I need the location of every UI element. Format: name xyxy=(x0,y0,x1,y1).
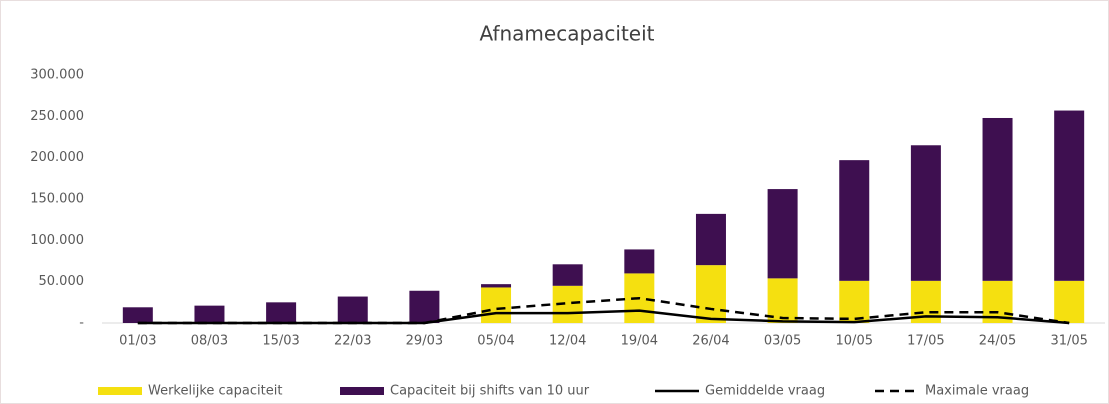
bar xyxy=(481,287,512,323)
x-tick-label: 10/05 xyxy=(836,334,873,349)
line-series xyxy=(137,296,1070,325)
y-tick-label: 50.000 xyxy=(39,274,85,289)
bar xyxy=(1054,280,1085,323)
bar xyxy=(122,307,153,323)
bar xyxy=(695,213,726,266)
x-tick-label: 19/04 xyxy=(621,334,658,349)
bar xyxy=(481,284,512,288)
bar xyxy=(839,280,870,323)
bar xyxy=(982,117,1013,281)
x-tick-label: 29/03 xyxy=(406,334,443,349)
x-tick-label: 01/03 xyxy=(119,334,156,349)
legend-swatch xyxy=(340,387,384,395)
bar xyxy=(194,305,225,323)
x-tick-label: 17/05 xyxy=(907,334,944,349)
legend-label: Maximale vraag xyxy=(925,384,1029,399)
bar xyxy=(695,265,726,323)
bar xyxy=(1054,110,1085,281)
y-tick-label: 200.000 xyxy=(30,150,84,165)
bar xyxy=(767,189,798,279)
y-tick-label: - xyxy=(79,316,84,331)
bar xyxy=(409,290,440,323)
legend-label: Gemiddelde vraag xyxy=(705,384,825,399)
bar xyxy=(337,296,368,323)
bar xyxy=(266,302,297,323)
x-tick-label: 26/04 xyxy=(692,334,729,349)
x-tick-label: 03/05 xyxy=(764,334,801,349)
bar xyxy=(839,160,870,281)
y-tick-label: 300.000 xyxy=(30,68,84,83)
chart-title: Afnamecapaciteit xyxy=(479,22,654,46)
legend-label: Werkelijke capaciteit xyxy=(148,384,282,399)
legend-label: Capaciteit bij shifts van 10 uur xyxy=(390,384,590,399)
x-tick-label: 08/03 xyxy=(191,334,228,349)
x-tick-label: 15/03 xyxy=(262,334,299,349)
legend-swatch xyxy=(98,387,142,395)
y-tick-label: 250.000 xyxy=(30,109,84,124)
x-tick-label: 12/04 xyxy=(549,334,586,349)
x-tick-label: 24/05 xyxy=(979,334,1016,349)
bar xyxy=(910,145,941,281)
bar xyxy=(552,264,583,286)
x-tick-label: 05/04 xyxy=(477,334,514,349)
x-tick-label: 31/05 xyxy=(1050,334,1087,349)
y-tick-label: 100.000 xyxy=(30,233,84,248)
bar xyxy=(624,249,655,274)
x-tick-label: 22/03 xyxy=(334,334,371,349)
y-tick-label: 150.000 xyxy=(30,192,84,207)
